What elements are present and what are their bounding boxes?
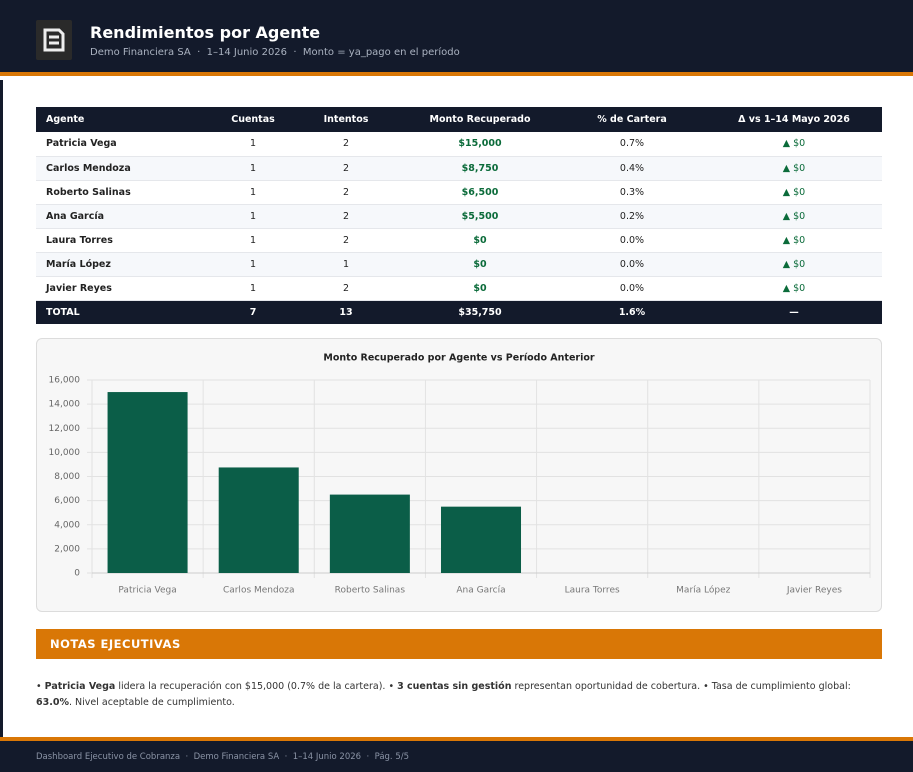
table-cell: 1 xyxy=(216,252,290,277)
note-strong: 63.0% xyxy=(36,697,69,708)
column-header: Agente xyxy=(36,107,216,132)
footer xyxy=(0,737,913,772)
table-row: Javier Reyes 1 2 $0 0.0% ▲ $0 xyxy=(36,276,882,301)
table-row: Ana García 1 2 $5,500 0.2% ▲ $0 xyxy=(36,204,882,229)
table-cell: Javier Reyes xyxy=(36,276,216,301)
note-text: lidera la recuperación con $15,000 (0.7%… xyxy=(115,681,389,692)
table-cell: 2 xyxy=(290,276,402,301)
table-cell: ▲ $0 xyxy=(706,276,882,301)
table-cell: 2 xyxy=(290,204,402,229)
table-row: Roberto Salinas 1 2 $6,500 0.3% ▲ $0 xyxy=(36,180,882,205)
chart-card xyxy=(36,338,882,612)
table-cell: Patricia Vega xyxy=(36,132,216,157)
total-cell: — xyxy=(706,300,882,324)
table-cell: $0 xyxy=(402,228,558,253)
table-cell: 1 xyxy=(290,252,402,277)
header xyxy=(0,0,913,76)
note-text: • Tasa de cumplimiento global: xyxy=(703,681,854,692)
table-cell: ▲ $0 xyxy=(706,204,882,229)
table-cell: Carlos Mendoza xyxy=(36,156,216,181)
table-cell: Roberto Salinas xyxy=(36,180,216,205)
table-row: Carlos Mendoza 1 2 $8,750 0.4% ▲ $0 xyxy=(36,156,882,181)
table-cell: María López xyxy=(36,252,216,277)
table-cell: 1 xyxy=(216,132,290,157)
title: Rendimientos por Agente xyxy=(90,23,321,42)
notes-header: NOTAS EJECUTIVAS xyxy=(36,629,882,659)
table-cell: 0.0% xyxy=(558,276,706,301)
total-cell: 7 xyxy=(216,300,290,324)
column-header: Cuentas xyxy=(216,107,290,132)
total-row: TOTAL 7 13 $35,750 1.6% — xyxy=(36,300,882,324)
column-header: % de Cartera xyxy=(558,107,706,132)
table-cell: $0 xyxy=(402,276,558,301)
table-cell: 0.2% xyxy=(558,204,706,229)
total-cell: $35,750 xyxy=(402,300,558,324)
agent-table: Agente Cuentas Intentos Monto Recuperado% d… xyxy=(36,107,882,324)
note-text: representan oportunidad de cobertura. xyxy=(511,681,704,692)
note-strong: Patricia Vega xyxy=(44,681,116,692)
table-cell: $15,000 xyxy=(402,132,558,157)
table-cell: 0.4% xyxy=(558,156,706,181)
table-cell: $8,750 xyxy=(402,156,558,181)
table-cell: ▲ $0 xyxy=(706,228,882,253)
note-text: . Nivel aceptable de cumplimiento. xyxy=(68,697,235,708)
table-row: Patricia Vega 1 2 $15,000 0.7% ▲ $0 xyxy=(36,132,882,157)
column-header: Δ vs 1–14 Mayo 2026 xyxy=(706,107,882,132)
table-cell: 2 xyxy=(290,180,402,205)
table-cell: 2 xyxy=(290,156,402,181)
table-cell: ▲ $0 xyxy=(706,180,882,205)
total-cell: TOTAL xyxy=(36,300,216,324)
note-text: • xyxy=(388,681,398,692)
table-cell: ▲ $0 xyxy=(706,252,882,277)
note-strong: 3 cuentas sin gestión xyxy=(397,681,512,692)
notes-body: • Patricia Vega lidera la recuperación c… xyxy=(36,679,882,711)
total-cell: 1.6% xyxy=(558,300,706,324)
table-row: Laura Torres 1 2 $0 0.0% ▲ $0 xyxy=(36,228,882,253)
footer-text: Dashboard Ejecutivo de Cobranza · Demo F… xyxy=(36,752,410,762)
table-cell: $5,500 xyxy=(402,204,558,229)
table-cell: 1 xyxy=(216,228,290,253)
table-cell: Laura Torres xyxy=(36,228,216,253)
column-header: Intentos xyxy=(290,107,402,132)
table-row: María López 1 1 $0 0.0% ▲ $0 xyxy=(36,252,882,277)
table-cell: 0.0% xyxy=(558,228,706,253)
table-cell: 0.7% xyxy=(558,132,706,157)
table-cell: 0.3% xyxy=(558,180,706,205)
note-text: • xyxy=(36,681,45,692)
table-cell: 2 xyxy=(290,228,402,253)
table-cell: 1 xyxy=(216,276,290,301)
table-cell: 1 xyxy=(216,180,290,205)
table-cell: 1 xyxy=(216,204,290,229)
table-cell: ▲ $0 xyxy=(706,132,882,157)
table-cell: 1 xyxy=(216,156,290,181)
logo xyxy=(36,20,72,60)
table-cell: Ana García xyxy=(36,204,216,229)
edge xyxy=(0,80,3,737)
table-cell: $6,500 xyxy=(402,180,558,205)
total-cell: 13 xyxy=(290,300,402,324)
subtitle: Demo Financiera SA · 1–14 Junio 2026 · M… xyxy=(90,47,460,58)
table-cell: 2 xyxy=(290,132,402,157)
table-cell: 0.0% xyxy=(558,252,706,277)
table-cell: $0 xyxy=(402,252,558,277)
column-header: Monto Recuperado xyxy=(402,107,558,132)
table-cell: ▲ $0 xyxy=(706,156,882,181)
